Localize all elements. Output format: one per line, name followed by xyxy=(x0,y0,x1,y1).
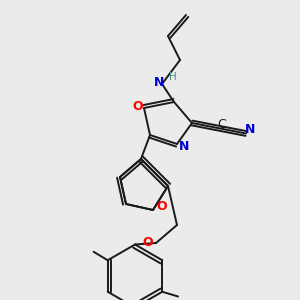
Text: O: O xyxy=(156,200,167,214)
Text: N: N xyxy=(154,76,164,89)
Text: H: H xyxy=(169,72,176,82)
Text: N: N xyxy=(244,123,255,136)
Text: N: N xyxy=(178,140,189,154)
Text: C: C xyxy=(218,118,226,131)
Text: O: O xyxy=(132,100,143,113)
Text: O: O xyxy=(142,236,153,250)
